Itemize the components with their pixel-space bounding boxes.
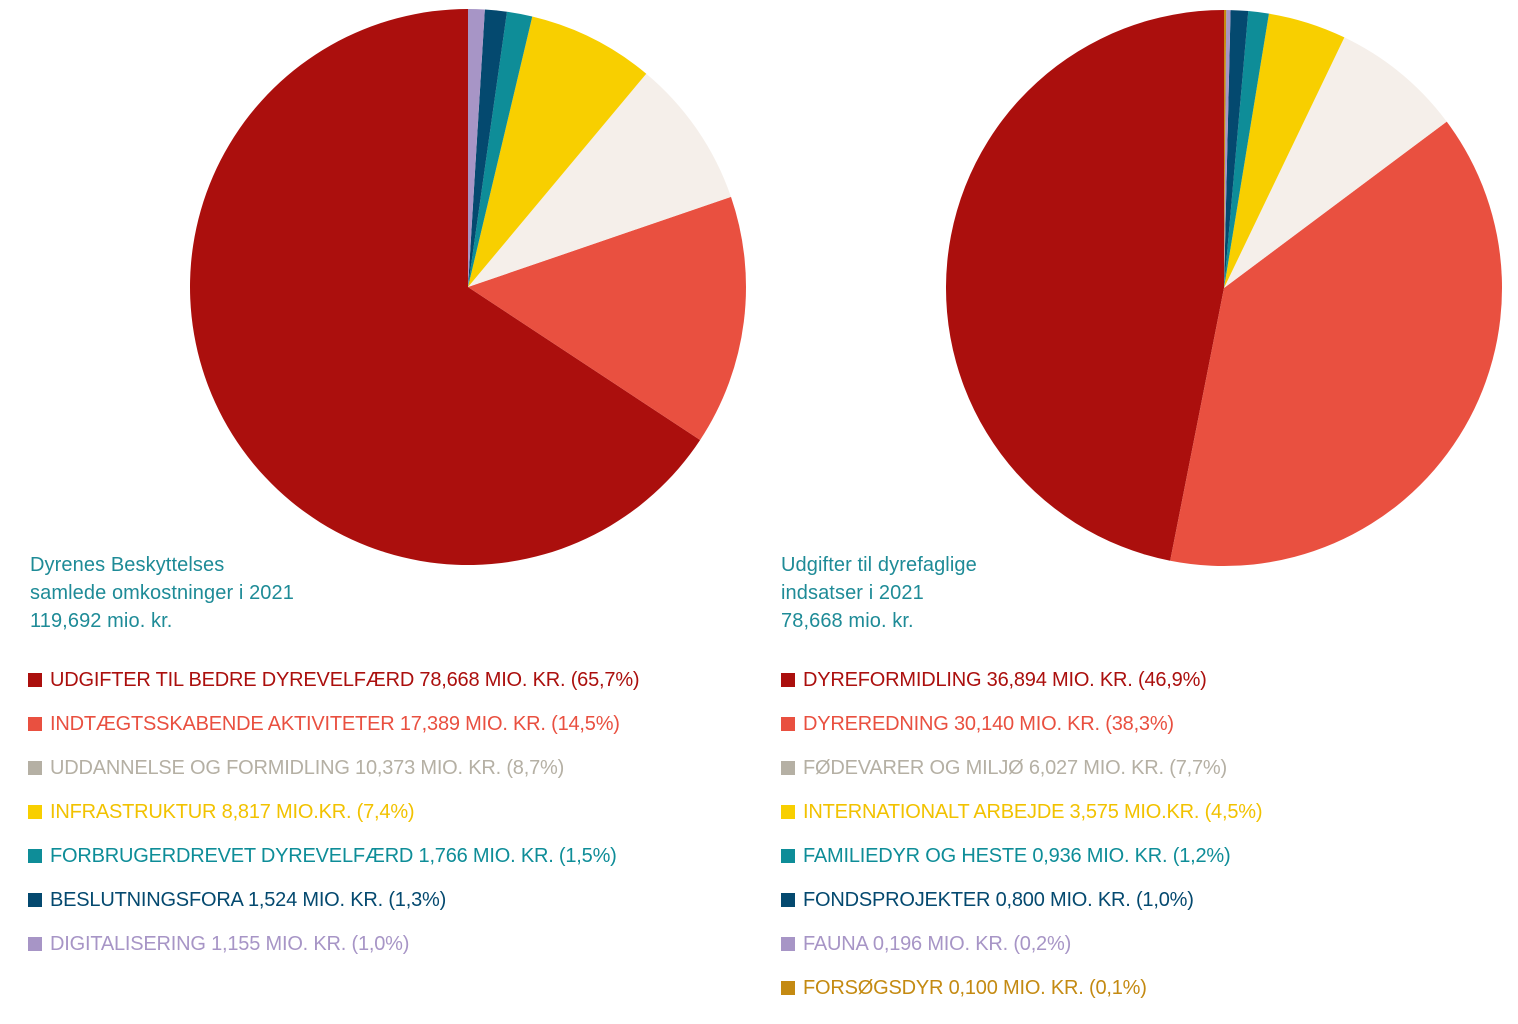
pie-slice bbox=[468, 11, 533, 288]
legend-label: FAMILIEDYR OG HESTE 0,936 MIO. KR. (1,2%… bbox=[803, 844, 1231, 867]
chart-title-line: indsatser i 2021 bbox=[781, 582, 924, 604]
chart-title-line: 119,692 mio. kr. bbox=[30, 610, 173, 632]
pie-slice bbox=[468, 73, 731, 287]
pie-chart-total-costs bbox=[190, 8, 747, 566]
legend-label: INFRASTRUKTUR 8,817 MIO.KR. (7,4%) bbox=[50, 800, 415, 823]
chart-legend: DYREFORMIDLING 36,894 MIO. KR. (46,9%) DY… bbox=[781, 658, 1263, 1010]
legend-label: FAUNA 0,196 MIO. KR. (0,2%) bbox=[803, 932, 1072, 955]
legend-swatch bbox=[781, 893, 795, 907]
legend-swatch bbox=[28, 893, 42, 907]
legend-swatch bbox=[28, 673, 42, 687]
pie-chart-animal-welfare-costs bbox=[945, 10, 1503, 567]
pie-slice bbox=[468, 8, 485, 287]
chart-title-line: Udgifter til dyrefaglige bbox=[781, 554, 977, 576]
legend-swatch bbox=[781, 673, 795, 687]
legend-swatch bbox=[781, 761, 795, 775]
pie-slice bbox=[945, 10, 1224, 561]
legend-swatch bbox=[781, 937, 795, 951]
legend-item: INTERNATIONALT ARBEJDE 3,575 MIO.KR. (4,… bbox=[781, 790, 1263, 834]
legend-label: INTERNATIONALT ARBEJDE 3,575 MIO.KR. (4,… bbox=[803, 800, 1263, 823]
legend-item: BESLUTNINGSFORA 1,524 MIO. KR. (1,3%) bbox=[28, 878, 639, 922]
legend-label: UDDANNELSE OG FORMIDLING 10,373 MIO. KR.… bbox=[50, 756, 565, 779]
legend-item: FØDEVARER OG MILJØ 6,027 MIO. KR. (7,7%) bbox=[781, 746, 1262, 790]
animal-welfare-pie-chart-panel: Udgifter til dyrefaglige indsatser i 202… bbox=[759, 0, 1518, 1024]
legend-item: DYREFORMIDLING 36,894 MIO. KR. (46,9%) bbox=[781, 658, 1262, 702]
legend-label: FORBRUGERDREVET DYREVELFÆRD 1,766 MIO. K… bbox=[50, 844, 617, 867]
chart-title: Dyrenes Beskyttelses samlede omkostninge… bbox=[30, 551, 294, 635]
pie-slice bbox=[1224, 11, 1269, 289]
legend-label: DYREREDNING 30,140 MIO. KR. (38,3%) bbox=[803, 712, 1174, 735]
pie-slice bbox=[468, 196, 747, 440]
cost-pie-chart-panel: Dyrenes Beskyttelses samlede omkostninge… bbox=[28, 8, 747, 966]
legend-swatch bbox=[28, 761, 42, 775]
legend-item: DIGITALISERING 1,155 MIO. KR. (1,0%) bbox=[28, 922, 639, 966]
chart-title-line: Dyrenes Beskyttelses bbox=[30, 554, 225, 576]
legend-label: UDGIFTER TIL BEDRE DYREVELFÆRD 78,668 MI… bbox=[50, 668, 640, 691]
chart-title-line: 78,668 mio. kr. bbox=[781, 610, 914, 632]
pie-slice bbox=[1224, 13, 1345, 289]
legend-swatch bbox=[28, 937, 42, 951]
chart-legend: UDGIFTER TIL BEDRE DYREVELFÆRD 78,668 MI… bbox=[28, 658, 640, 966]
pie-slice bbox=[468, 9, 507, 287]
pie-slice bbox=[1224, 10, 1249, 289]
legend-item: UDGIFTER TIL BEDRE DYREVELFÆRD 78,668 MI… bbox=[28, 658, 640, 702]
legend-label: FØDEVARER OG MILJØ 6,027 MIO. KR. (7,7%) bbox=[803, 756, 1227, 779]
legend-swatch bbox=[28, 717, 42, 731]
legend-item: DYREREDNING 30,140 MIO. KR. (38,3%) bbox=[781, 702, 1262, 746]
legend-item: INDTÆGTSSKABENDE AKTIVITETER 17,389 MIO.… bbox=[28, 702, 639, 746]
chart-title-line: samlede omkostninger i 2021 bbox=[30, 582, 294, 604]
legend-swatch bbox=[781, 981, 795, 995]
legend-item: FAUNA 0,196 MIO. KR. (0,2%) bbox=[781, 922, 1262, 966]
legend-item: FORSØGSDYR 0,100 MIO. KR. (0,1%) bbox=[781, 966, 1262, 1010]
legend-label: FORSØGSDYR 0,100 MIO. KR. (0,1%) bbox=[803, 976, 1147, 999]
pie-slice bbox=[190, 9, 701, 566]
legend-item: FONDSPROJEKTER 0,800 MIO. KR. (1,0%) bbox=[781, 878, 1262, 922]
legend-label: INDTÆGTSSKABENDE AKTIVITETER 17,389 MIO.… bbox=[50, 712, 620, 735]
legend-item: FAMILIEDYR OG HESTE 0,936 MIO. KR. (1,2%… bbox=[781, 834, 1262, 878]
legend-label: BESLUTNINGSFORA 1,524 MIO. KR. (1,3%) bbox=[50, 888, 447, 911]
legend-label: DIGITALISERING 1,155 MIO. KR. (1,0%) bbox=[50, 932, 410, 955]
pie-slice bbox=[468, 16, 647, 288]
pie-slice bbox=[1224, 10, 1227, 288]
legend-label: FONDSPROJEKTER 0,800 MIO. KR. (1,0%) bbox=[803, 888, 1194, 911]
legend-swatch bbox=[28, 849, 42, 863]
legend-item: FORBRUGERDREVET DYREVELFÆRD 1,766 MIO. K… bbox=[28, 834, 639, 878]
legend-label: DYREFORMIDLING 36,894 MIO. KR. (46,9%) bbox=[803, 668, 1207, 691]
legend-swatch bbox=[781, 849, 795, 863]
legend-item: INFRASTRUKTUR 8,817 MIO.KR. (7,4%) bbox=[28, 790, 639, 834]
pie-slice bbox=[1224, 10, 1231, 288]
legend-item: UDDANNELSE OG FORMIDLING 10,373 MIO. KR.… bbox=[28, 746, 639, 790]
legend-swatch bbox=[781, 717, 795, 731]
pie-slice bbox=[1224, 37, 1447, 288]
chart-title: Udgifter til dyrefaglige indsatser i 202… bbox=[781, 551, 977, 635]
legend-swatch bbox=[28, 805, 42, 819]
pie-slice bbox=[1170, 121, 1503, 567]
legend-swatch bbox=[781, 805, 795, 819]
